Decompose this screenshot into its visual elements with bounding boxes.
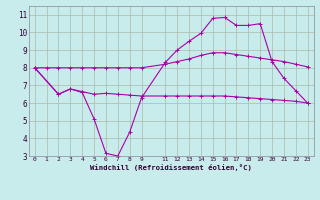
X-axis label: Windchill (Refroidissement éolien,°C): Windchill (Refroidissement éolien,°C) xyxy=(90,164,252,171)
